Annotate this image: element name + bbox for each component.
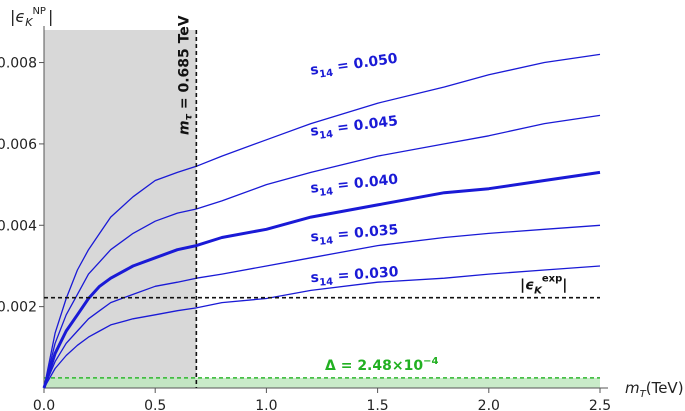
- axes-layer: 0.0 0.5 1.0 1.5 2.0 2.5 0.002 0.004 0.006 0.008 |ϵ…: [0, 6, 684, 411]
- series-line: [43, 224, 601, 389]
- y-tick-label: 0.006: [0, 137, 37, 153]
- curve-label: s14 = 0.045: [309, 113, 399, 143]
- x-axis-label-unit: (TeV): [646, 379, 684, 397]
- curve-label-sub: 14: [319, 68, 334, 81]
- curve-label-main: s: [310, 229, 320, 246]
- epsilon-exp-label-sup: exp: [542, 274, 562, 285]
- epsilon-exp-label-close: |: [562, 278, 567, 294]
- curve-label-sub: 14: [319, 236, 334, 248]
- curve-label: s14 = 0.035: [310, 222, 399, 249]
- curve-label-main: s: [309, 62, 319, 79]
- delta-band-label: Δ = 2.48×10−4: [325, 356, 438, 374]
- curve-label: s14 = 0.030: [310, 264, 399, 289]
- delta-band: [44, 377, 600, 388]
- series-line: [43, 114, 601, 389]
- curve-label-sub: 14: [319, 186, 334, 198]
- delta-band-label-main: Δ = 2.48×10: [325, 358, 423, 374]
- x-tick-label: 1.0: [255, 398, 277, 411]
- m-tau-label-main: m: [176, 120, 192, 135]
- curve-label-sub: 14: [319, 277, 334, 289]
- curve-label-value: = 0.030: [332, 264, 399, 285]
- y-tick-label: 0.002: [0, 300, 37, 316]
- m-tau-label-sub: τ: [183, 113, 194, 120]
- epsilon-exp-label-sub: K: [534, 286, 543, 297]
- reference-lines-layer: [44, 30, 600, 388]
- epsilon-exp-label-main: |ϵ: [520, 278, 534, 294]
- x-axis-label: mT(TeV): [625, 379, 684, 400]
- y-tick-label: 0.004: [0, 218, 37, 234]
- y-axis-label-main: |ϵ: [10, 7, 25, 26]
- y-axis-label-sup: NP: [32, 6, 46, 17]
- curve-label: s14 = 0.040: [310, 172, 400, 200]
- curve-label-value: = 0.040: [332, 172, 399, 195]
- curve-label-main: s: [310, 180, 320, 197]
- y-axis-label-close: |: [48, 7, 53, 26]
- series-line: [43, 265, 601, 389]
- curve-label-value: = 0.050: [331, 51, 399, 76]
- epsilon-exp-label: |ϵKexp|: [520, 274, 567, 297]
- curve-label-value: = 0.035: [332, 222, 399, 244]
- y-axis-label: |ϵKNP |: [10, 6, 53, 29]
- curves-layer: [42, 53, 601, 389]
- curve-label-sub: 14: [319, 129, 334, 142]
- curve-label: s14 = 0.050: [309, 51, 399, 82]
- curve-label-value: = 0.045: [332, 113, 399, 137]
- curve-label-main: s: [309, 123, 319, 140]
- x-tick-label: 0.0: [33, 398, 55, 411]
- y-axis-label-sub: K: [25, 16, 33, 29]
- curve-label-main: s: [310, 270, 319, 287]
- x-axis-label-sub: T: [640, 389, 647, 400]
- x-tick-label: 0.5: [144, 398, 166, 411]
- band-layer: [44, 377, 600, 388]
- series-line: [42, 170, 601, 389]
- m-tau-label: mτ = 0.685 TeV: [176, 15, 194, 135]
- series-line: [43, 53, 601, 389]
- delta-band-label-sup: −4: [423, 356, 438, 367]
- x-tick-label: 1.5: [366, 398, 388, 411]
- x-axis-label-main: m: [625, 379, 640, 397]
- x-tick-label: 2.0: [478, 398, 500, 411]
- m-tau-label-value: = 0.685 TeV: [176, 15, 192, 114]
- x-tick-label: 2.5: [589, 398, 611, 411]
- y-tick-label: 0.008: [0, 56, 37, 72]
